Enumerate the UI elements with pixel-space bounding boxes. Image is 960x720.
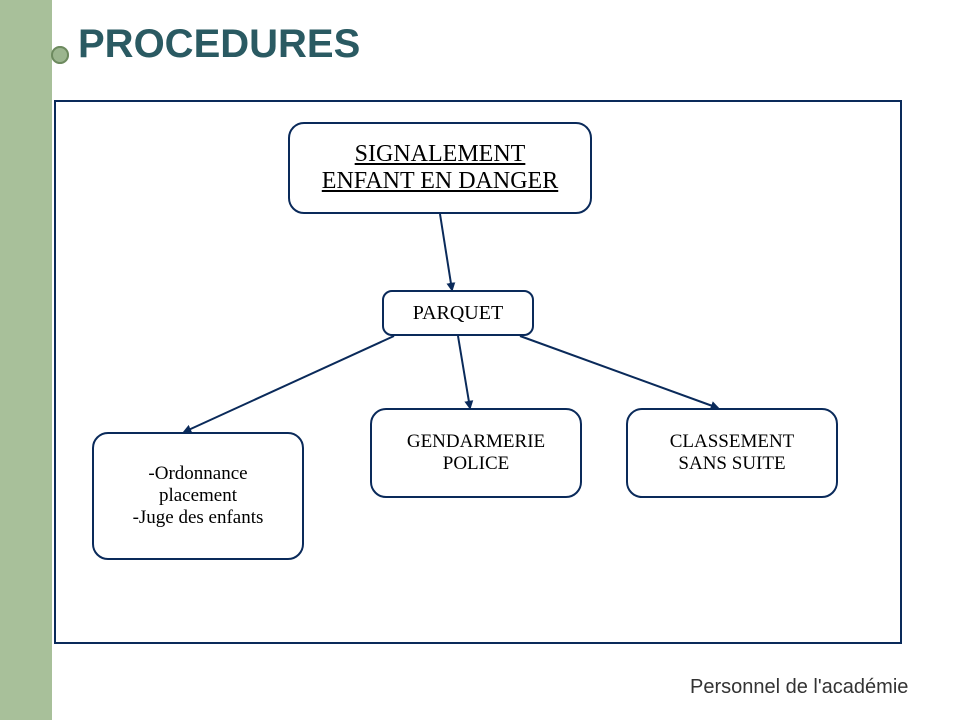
footer-text: Personnel de l'académie bbox=[690, 676, 908, 699]
left-sidebar bbox=[0, 0, 52, 720]
box-classement: CLASSEMENTSANS SUITE bbox=[626, 408, 838, 498]
box-line: -Juge des enfants bbox=[133, 507, 264, 529]
box-line: placement bbox=[159, 485, 237, 507]
title-bullet bbox=[51, 46, 69, 64]
box-line: -Ordonnance bbox=[148, 463, 247, 485]
box-line: SIGNALEMENT bbox=[355, 141, 526, 168]
box-line: ENFANT EN DANGER bbox=[322, 168, 558, 195]
box-ordonnance: -Ordonnanceplacement-Juge des enfants bbox=[92, 432, 304, 560]
box-signalement: SIGNALEMENTENFANT EN DANGER bbox=[288, 122, 592, 214]
box-line: CLASSEMENT bbox=[670, 431, 795, 453]
box-parquet: PARQUET bbox=[382, 290, 534, 336]
box-line: GENDARMERIE bbox=[407, 431, 545, 453]
box-gendarmerie: GENDARMERIEPOLICE bbox=[370, 408, 582, 498]
box-line: POLICE bbox=[443, 453, 510, 475]
box-line: SANS SUITE bbox=[678, 453, 785, 475]
page-title: PROCEDURES bbox=[78, 22, 360, 67]
box-line: PARQUET bbox=[413, 302, 503, 325]
